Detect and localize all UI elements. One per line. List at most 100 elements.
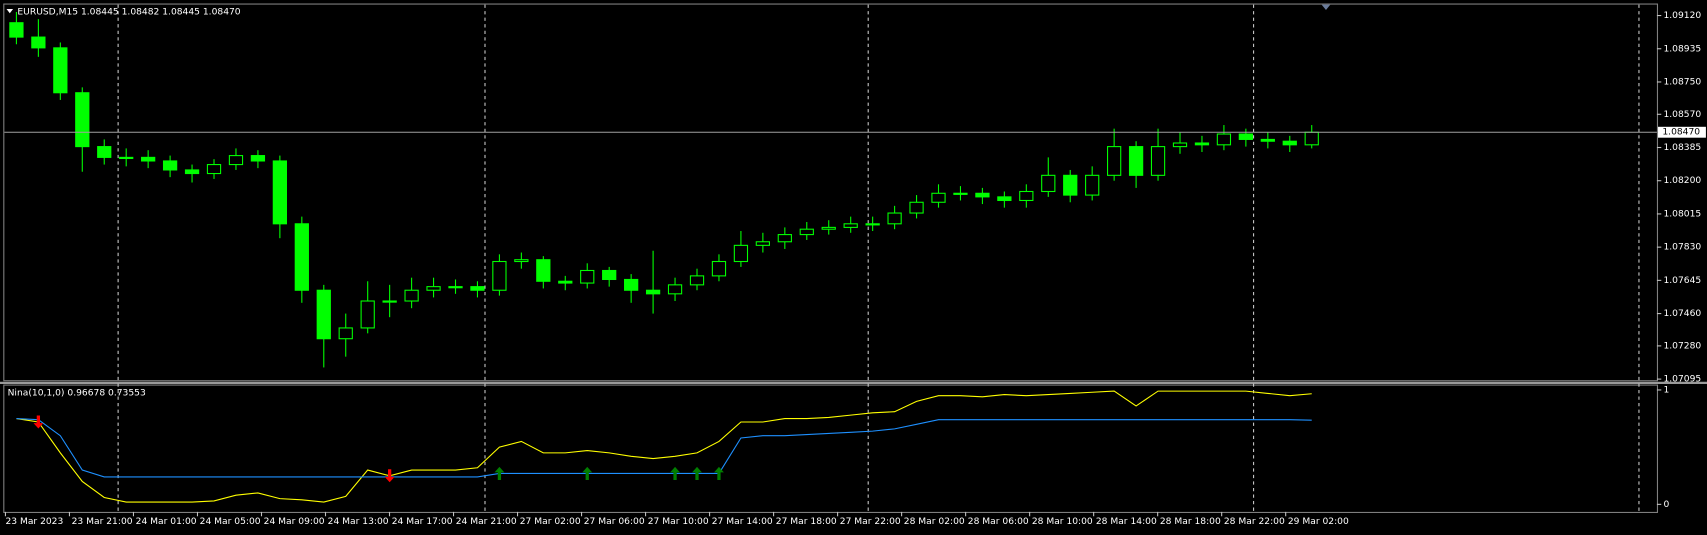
menu-triangle[interactable] — [6, 8, 14, 14]
candle-body — [228, 155, 244, 166]
current-price-label: 1.08470 — [1662, 128, 1700, 138]
x-tick-label: 24 Mar 21:00 — [456, 517, 517, 527]
y-tick-label: 1.09120 — [1663, 11, 1701, 21]
candle-body — [821, 226, 836, 230]
x-tick-label: 28 Mar 02:00 — [904, 517, 965, 527]
candle-body — [514, 259, 529, 263]
candle-body — [141, 156, 156, 162]
candle-body — [1172, 142, 1188, 148]
buy-arrow — [714, 466, 724, 480]
sell-arrow — [384, 469, 395, 483]
candle-body — [975, 192, 990, 198]
y-tick-label: 1 — [1663, 385, 1669, 395]
y-tick-label: 1.07280 — [1663, 341, 1701, 351]
candle-body — [887, 212, 902, 225]
y-tick-label: 1.08200 — [1663, 176, 1701, 186]
candle-body — [1085, 174, 1100, 196]
candle-body — [316, 289, 331, 340]
candle-body — [360, 300, 375, 329]
y-tick-label: 1.08935 — [1663, 44, 1701, 54]
y-tick-label: 1.08750 — [1663, 77, 1701, 87]
candle-body — [162, 160, 178, 171]
y-tick-label: 0 — [1663, 500, 1669, 510]
candle-body — [624, 278, 639, 291]
y-tick-label: 1.07645 — [1663, 276, 1701, 286]
y-tick-label: 1.07460 — [1663, 309, 1701, 319]
candle-body — [53, 47, 68, 94]
candle-body — [755, 241, 771, 246]
candle-body — [1041, 174, 1056, 193]
x-tick-label: 27 Mar 22:00 — [840, 517, 901, 527]
x-tick-label: 27 Mar 18:00 — [776, 517, 837, 527]
candle-body — [1150, 146, 1166, 176]
x-tick-label: 27 Mar 10:00 — [648, 517, 709, 527]
buy-arrow — [582, 466, 593, 480]
candle-body — [1063, 174, 1078, 196]
candle-body — [799, 228, 814, 236]
x-tick-label: 24 Mar 05:00 — [200, 517, 261, 527]
sell-arrow — [33, 415, 44, 429]
y-tick-label: 1.07830 — [1663, 243, 1701, 253]
candle-body — [97, 146, 112, 158]
candle-body — [492, 260, 507, 291]
x-tick-label: 27 Mar 06:00 — [584, 517, 645, 527]
candle-body — [382, 300, 397, 303]
candle-body — [1128, 146, 1144, 176]
candle-body — [667, 284, 683, 295]
x-tick-label: 27 Mar 02:00 — [520, 517, 581, 527]
candle-body — [338, 327, 353, 340]
candle-body — [777, 234, 792, 243]
x-tick-label: 24 Mar 01:00 — [136, 517, 197, 527]
x-tick-label: 28 Mar 06:00 — [968, 517, 1029, 527]
candle-body — [294, 223, 309, 291]
candle-body — [1282, 140, 1297, 146]
indicator-line — [16, 418, 1312, 478]
candle-body — [1304, 131, 1319, 146]
x-tick-label: 24 Mar 09:00 — [264, 517, 325, 527]
buy-arrow — [670, 466, 680, 480]
y-tick-label: 1.08385 — [1663, 143, 1701, 153]
candle-body — [31, 36, 46, 49]
candle-body — [645, 289, 661, 295]
price-pane — [3, 3, 1659, 382]
candle-body — [711, 260, 727, 277]
candle-body — [426, 286, 441, 291]
candle-body — [1194, 142, 1210, 146]
candle-body — [1019, 190, 1034, 202]
x-tick-label: 23 Mar 2023 — [5, 517, 63, 527]
candle-body — [1216, 133, 1232, 146]
x-tick-label: 28 Mar 22:00 — [1224, 517, 1285, 527]
x-tick-label: 28 Mar 10:00 — [1032, 517, 1093, 527]
candle-body — [250, 155, 266, 162]
candle-body — [1260, 138, 1275, 142]
x-tick-label: 27 Mar 14:00 — [712, 517, 773, 527]
x-tick-label: 23 Mar 21:00 — [72, 517, 133, 527]
candle-body — [470, 286, 485, 291]
indicator-pane — [3, 384, 1659, 513]
candle-body — [404, 289, 419, 302]
candle-body — [558, 280, 573, 284]
candle-body — [689, 275, 705, 286]
candle-body — [9, 22, 24, 38]
y-tick-label: 1.07095 — [1663, 375, 1701, 385]
price-title: EURUSD,M15 1.08445 1.08482 1.08445 1.084… — [17, 8, 240, 18]
x-tick-label: 28 Mar 14:00 — [1096, 517, 1157, 527]
candle-body — [1107, 146, 1122, 176]
indicator-line — [16, 390, 1312, 503]
x-tick-label: 24 Mar 13:00 — [328, 517, 389, 527]
candle-body — [953, 192, 968, 195]
candle-body — [536, 259, 551, 282]
candle-body — [997, 196, 1012, 202]
candle-body — [733, 244, 749, 263]
x-tick-label: 24 Mar 17:00 — [392, 517, 453, 527]
buy-arrow — [692, 466, 702, 480]
candle-body — [909, 201, 924, 214]
candle-body — [206, 164, 222, 175]
buy-arrow — [494, 466, 505, 480]
candle-body — [448, 286, 463, 289]
candle-body — [580, 269, 595, 284]
y-tick-label: 1.08015 — [1663, 209, 1701, 219]
candle-body — [75, 92, 90, 148]
